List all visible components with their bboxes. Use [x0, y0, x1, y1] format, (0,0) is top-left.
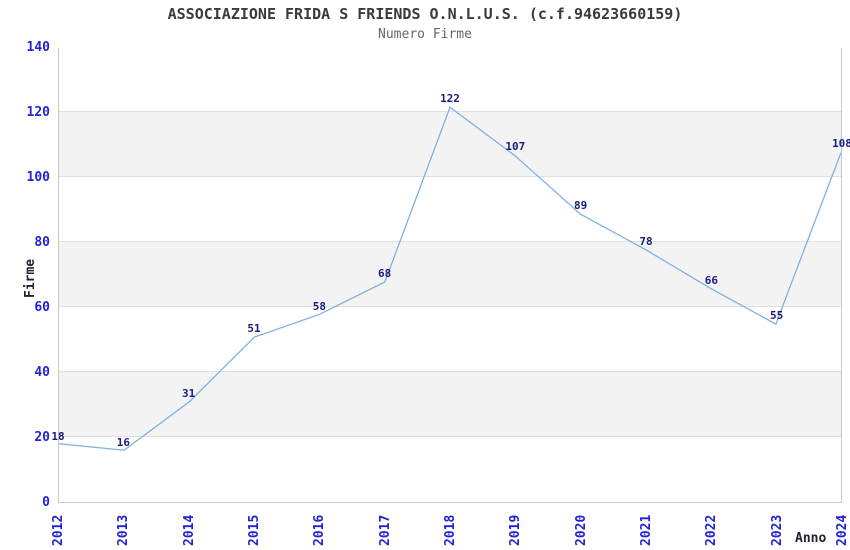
- chart-title: ASSOCIAZIONE FRIDA S FRIENDS O.N.L.U.S. …: [167, 5, 683, 23]
- x-tick-label: 2017: [377, 514, 393, 546]
- data-point-label: 68: [378, 267, 392, 280]
- gridline: [59, 111, 841, 112]
- data-point-label: 122: [440, 91, 460, 105]
- y-tick-label: 0: [42, 495, 50, 510]
- plot-band: [59, 307, 841, 372]
- y-tick-label: 20: [34, 430, 50, 445]
- data-point-label: 66: [704, 273, 718, 287]
- y-tick-label: 60: [34, 300, 50, 315]
- data-point-label: 78: [639, 234, 653, 248]
- plot-band: [59, 372, 841, 437]
- x-tick-label: 2024: [835, 514, 850, 546]
- x-tick-label: 2022: [704, 514, 720, 546]
- line-series-svg: [59, 106, 841, 451]
- data-point-label: 58: [312, 299, 326, 313]
- x-tick-label: 2023: [769, 514, 785, 546]
- chart-subtitle: Numero Firme: [378, 27, 472, 42]
- data-point-label: 55: [770, 309, 784, 323]
- plot-area: [58, 47, 842, 503]
- gridline: [59, 306, 841, 307]
- data-point-label: 107: [505, 140, 526, 154]
- y-tick-label: 80: [34, 235, 50, 250]
- x-axis-title: Anno: [795, 531, 827, 546]
- plot-band: [59, 177, 841, 242]
- x-tick-label: 2014: [181, 514, 197, 546]
- data-point-label: 18: [51, 429, 65, 443]
- y-tick-label: 120: [26, 105, 50, 120]
- data-point-label: 89: [574, 198, 588, 212]
- y-tick-label: 100: [26, 170, 50, 185]
- data-point-label: 51: [247, 322, 261, 336]
- x-tick-label: 2020: [573, 514, 589, 546]
- plot-band: [59, 437, 841, 502]
- x-tick-label: 2015: [247, 514, 262, 546]
- x-tick-label: 2013: [116, 514, 132, 546]
- x-tick-label: 2012: [51, 514, 66, 546]
- data-point-label: 108: [832, 137, 850, 150]
- x-tick-label: 2018: [443, 514, 458, 546]
- gridline: [59, 436, 841, 437]
- y-tick-label: 40: [34, 365, 50, 380]
- x-tick-label: 2016: [312, 514, 328, 546]
- data-point-label: 31: [182, 387, 196, 401]
- y-tick-label: 140: [26, 40, 50, 55]
- plot-band: [59, 47, 841, 112]
- y-axis-title: Firme: [23, 258, 38, 298]
- plot-band: [59, 112, 841, 177]
- firme-line-series: [59, 106, 841, 451]
- x-tick-label: 2019: [508, 514, 524, 546]
- gridline: [59, 176, 841, 177]
- gridline: [59, 371, 841, 372]
- x-tick-label: 2021: [639, 514, 654, 546]
- data-point-label: 16: [116, 436, 130, 449]
- gridline: [59, 241, 841, 242]
- plot-band: [59, 242, 841, 307]
